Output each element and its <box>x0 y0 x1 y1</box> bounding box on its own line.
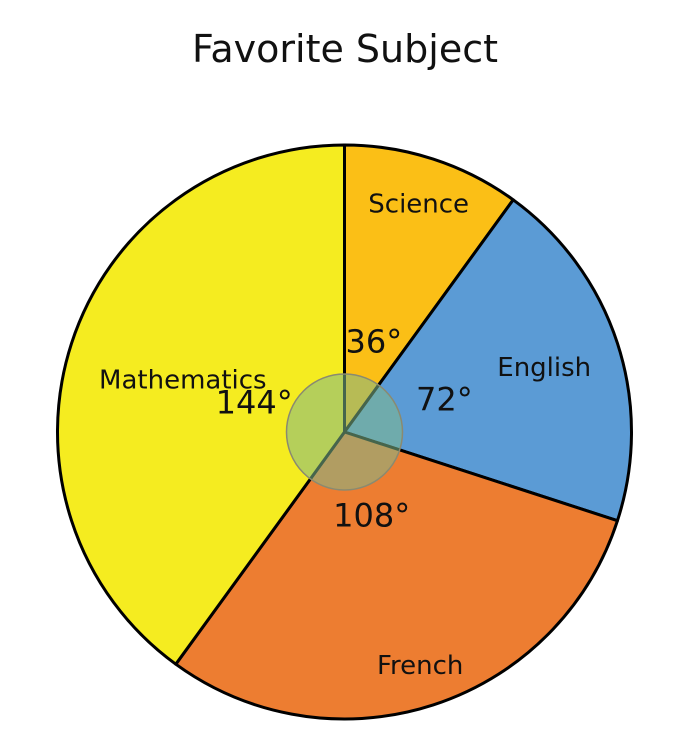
pie-slice-mathematics <box>56 143 346 666</box>
slice-angle-label: 36° <box>345 323 402 361</box>
slice-label: Mathematics <box>99 365 267 395</box>
slice-label: French <box>377 651 463 681</box>
slice-angle-label: 72° <box>416 381 473 419</box>
pie-slice-science <box>343 143 515 434</box>
slice-angle-label: 108° <box>333 497 410 535</box>
pie-slice-french <box>174 430 619 721</box>
slice-label: Science <box>368 190 469 220</box>
slice-label: English <box>497 353 591 383</box>
chart-title: Favorite Subject <box>192 27 498 71</box>
pie-slice-english <box>343 198 633 523</box>
slice-angle-label: 144° <box>216 384 293 422</box>
center-angle-marker <box>285 373 404 491</box>
